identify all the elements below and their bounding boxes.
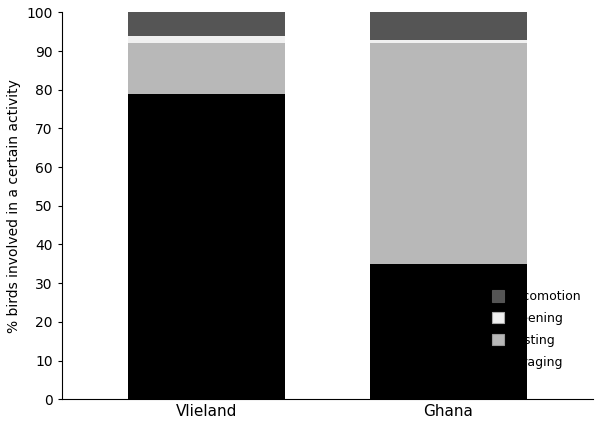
- Legend: Locomotion, Preening, Resting, Foraging: Locomotion, Preening, Resting, Foraging: [487, 285, 587, 374]
- Bar: [128, 12, 285, 36]
- Bar: [370, 264, 527, 399]
- Bar: [128, 94, 285, 399]
- Bar: [128, 36, 285, 43]
- Bar: [128, 43, 285, 94]
- Bar: [370, 40, 527, 43]
- Y-axis label: % birds involved in a certain activity: % birds involved in a certain activity: [7, 79, 21, 333]
- Bar: [370, 12, 527, 40]
- Bar: [370, 43, 527, 264]
